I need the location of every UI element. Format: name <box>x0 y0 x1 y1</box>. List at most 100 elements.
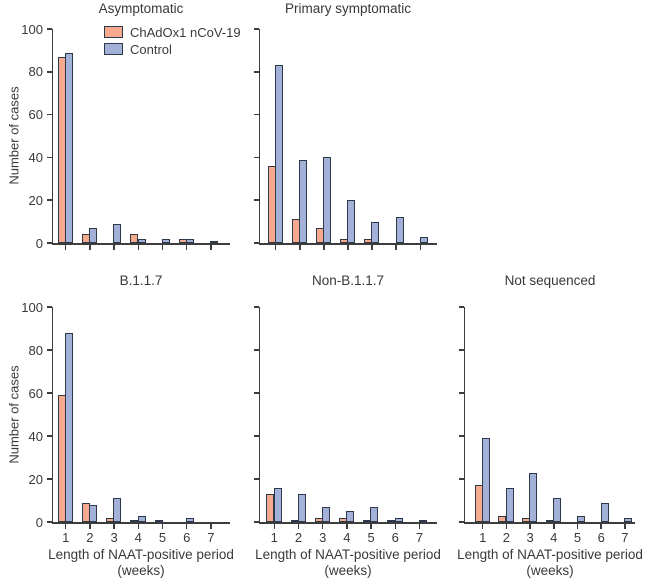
x-tick <box>64 523 67 529</box>
x-tick-label: 4 <box>134 530 142 545</box>
x-axis-label-units-not-sequenced: (weeks) <box>526 563 574 578</box>
y-tick <box>253 242 259 244</box>
y-tick <box>46 156 52 159</box>
x-tick <box>418 523 421 529</box>
x-tick <box>371 244 373 250</box>
y-tick-label: 80 <box>28 342 43 358</box>
y-tick-label: 0 <box>35 514 43 530</box>
x-tick-label: 2 <box>502 530 510 545</box>
x-tick <box>273 523 276 529</box>
x-tick-label: 2 <box>86 530 94 545</box>
x-tick-label: 1 <box>62 530 70 545</box>
y-tick <box>46 478 52 480</box>
x-tick <box>576 523 579 529</box>
bar-control-week-4 <box>553 498 562 522</box>
x-tick <box>505 523 508 529</box>
y-tick <box>458 306 464 308</box>
bar-control-week-1 <box>65 332 73 522</box>
x-axis <box>51 243 230 245</box>
y-tick <box>253 435 259 437</box>
x-tick <box>137 244 140 250</box>
x-tick <box>89 523 91 529</box>
x-tick <box>370 523 372 529</box>
y-tick <box>458 435 464 437</box>
bar-control-week-6 <box>600 502 609 522</box>
x-axis <box>258 522 437 524</box>
bar-control-week-4 <box>347 200 356 243</box>
x-tick <box>481 523 484 529</box>
x-tick-label: 3 <box>319 530 327 545</box>
y-tick-label: 40 <box>28 428 43 444</box>
bar-control-week-2 <box>299 159 308 243</box>
x-tick <box>113 244 115 250</box>
x-tick <box>553 523 555 529</box>
y-tick <box>46 392 52 394</box>
x-tick-label: 5 <box>158 530 167 545</box>
legend-item-control: Control <box>104 41 241 57</box>
x-tick <box>419 244 422 250</box>
bar-control-week-1 <box>482 438 490 522</box>
x-tick <box>529 523 531 529</box>
x-tick <box>297 523 300 529</box>
bar-control-week-1 <box>275 65 283 243</box>
bar-control-week-5 <box>576 515 585 522</box>
x-tick-label: 6 <box>391 530 399 545</box>
x-tick <box>185 244 188 250</box>
x-tick-label: 1 <box>270 530 278 545</box>
y-tick <box>46 435 52 437</box>
x-tick <box>346 523 348 529</box>
y-tick-label: 100 <box>21 299 43 315</box>
x-axis <box>258 243 437 245</box>
bar-control-week-3 <box>529 472 538 522</box>
x-tick-label: 4 <box>343 530 351 545</box>
x-tick-label: 3 <box>110 530 118 545</box>
bar-control-week-7 <box>624 517 633 522</box>
legend-swatch-control-icon <box>104 43 123 55</box>
y-tick <box>458 349 464 351</box>
y-tick-label: 40 <box>28 149 43 165</box>
y-tick-label: 100 <box>21 21 43 37</box>
bar-chadox1-week-5 <box>154 519 163 522</box>
x-tick-label: 4 <box>550 530 558 545</box>
x-tick-label: 7 <box>207 530 215 545</box>
y-tick <box>46 349 52 351</box>
y-tick <box>46 521 52 523</box>
y-tick <box>46 113 52 116</box>
y-tick <box>46 199 52 201</box>
x-tick <box>185 523 188 529</box>
y-tick-label: 60 <box>28 385 43 401</box>
bar-control-week-5 <box>371 221 380 243</box>
y-tick <box>253 199 259 201</box>
x-tick-label: 2 <box>294 530 303 545</box>
y-tick <box>253 113 259 116</box>
y-tick-label: 0 <box>35 235 43 251</box>
bar-control-week-4 <box>137 515 146 522</box>
x-tick <box>323 244 325 250</box>
x-tick <box>274 244 277 250</box>
subplot-title-b117: B.1.1.7 <box>119 273 163 288</box>
bar-control-week-3 <box>113 498 122 522</box>
y-axis <box>51 29 53 245</box>
y-tick <box>253 71 259 73</box>
y-tick <box>253 521 259 523</box>
subplot-title-non-b117: Non-B.1.1.7 <box>311 273 385 288</box>
x-tick <box>600 523 602 529</box>
bar-control-week-6 <box>395 217 404 243</box>
bar-control-week-6 <box>394 517 403 522</box>
x-tick-label: 5 <box>367 530 375 545</box>
y-tick <box>253 28 259 30</box>
bar-control-week-6 <box>186 238 194 243</box>
bar-control-week-2 <box>297 494 306 522</box>
legend-swatch-chadox1-icon <box>104 26 123 38</box>
x-tick <box>64 244 67 250</box>
x-axis-label-units-non-b117: (weeks) <box>324 563 372 578</box>
x-tick <box>161 523 164 529</box>
bar-control-week-2 <box>505 487 514 522</box>
x-axis-label-not-sequenced: Length of NAAT-positive period <box>457 547 643 562</box>
bar-control-week-3 <box>323 157 332 243</box>
subplot-title-primary-symptomatic: Primary symptomatic <box>284 1 411 16</box>
